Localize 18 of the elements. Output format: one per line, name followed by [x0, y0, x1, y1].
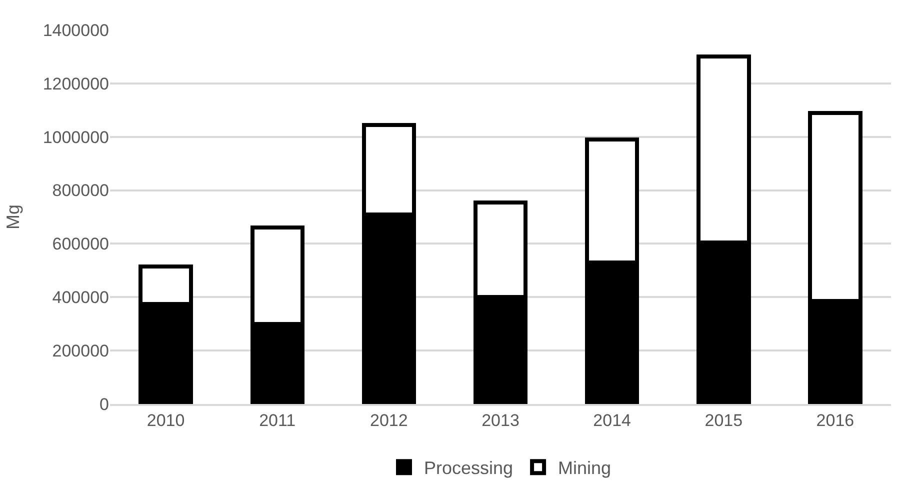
legend-label: Processing: [424, 458, 514, 478]
x-tick-label: 2012: [370, 411, 408, 430]
x-tick-label: 2011: [259, 411, 296, 430]
x-tick-label: 2016: [816, 411, 854, 430]
y-tick-label: 1000000: [42, 128, 109, 147]
y-tick-label: 800000: [52, 181, 109, 200]
y-tick-label: 400000: [52, 288, 109, 308]
y-tick-label: 1400000: [42, 20, 109, 40]
y-axis-title: Mg: [3, 204, 24, 230]
x-tick-label: 2015: [704, 411, 743, 430]
x-tick-label: 2010: [146, 411, 185, 430]
legend-label: Mining: [558, 458, 612, 478]
y-tick-label: 1200000: [42, 74, 109, 94]
y-tick-label: 600000: [52, 234, 109, 254]
y-tick-label: 200000: [52, 342, 109, 361]
x-tick-label: 2014: [593, 411, 631, 430]
x-tick-label: 2013: [482, 411, 520, 430]
y-tick-label: 0: [100, 394, 109, 414]
